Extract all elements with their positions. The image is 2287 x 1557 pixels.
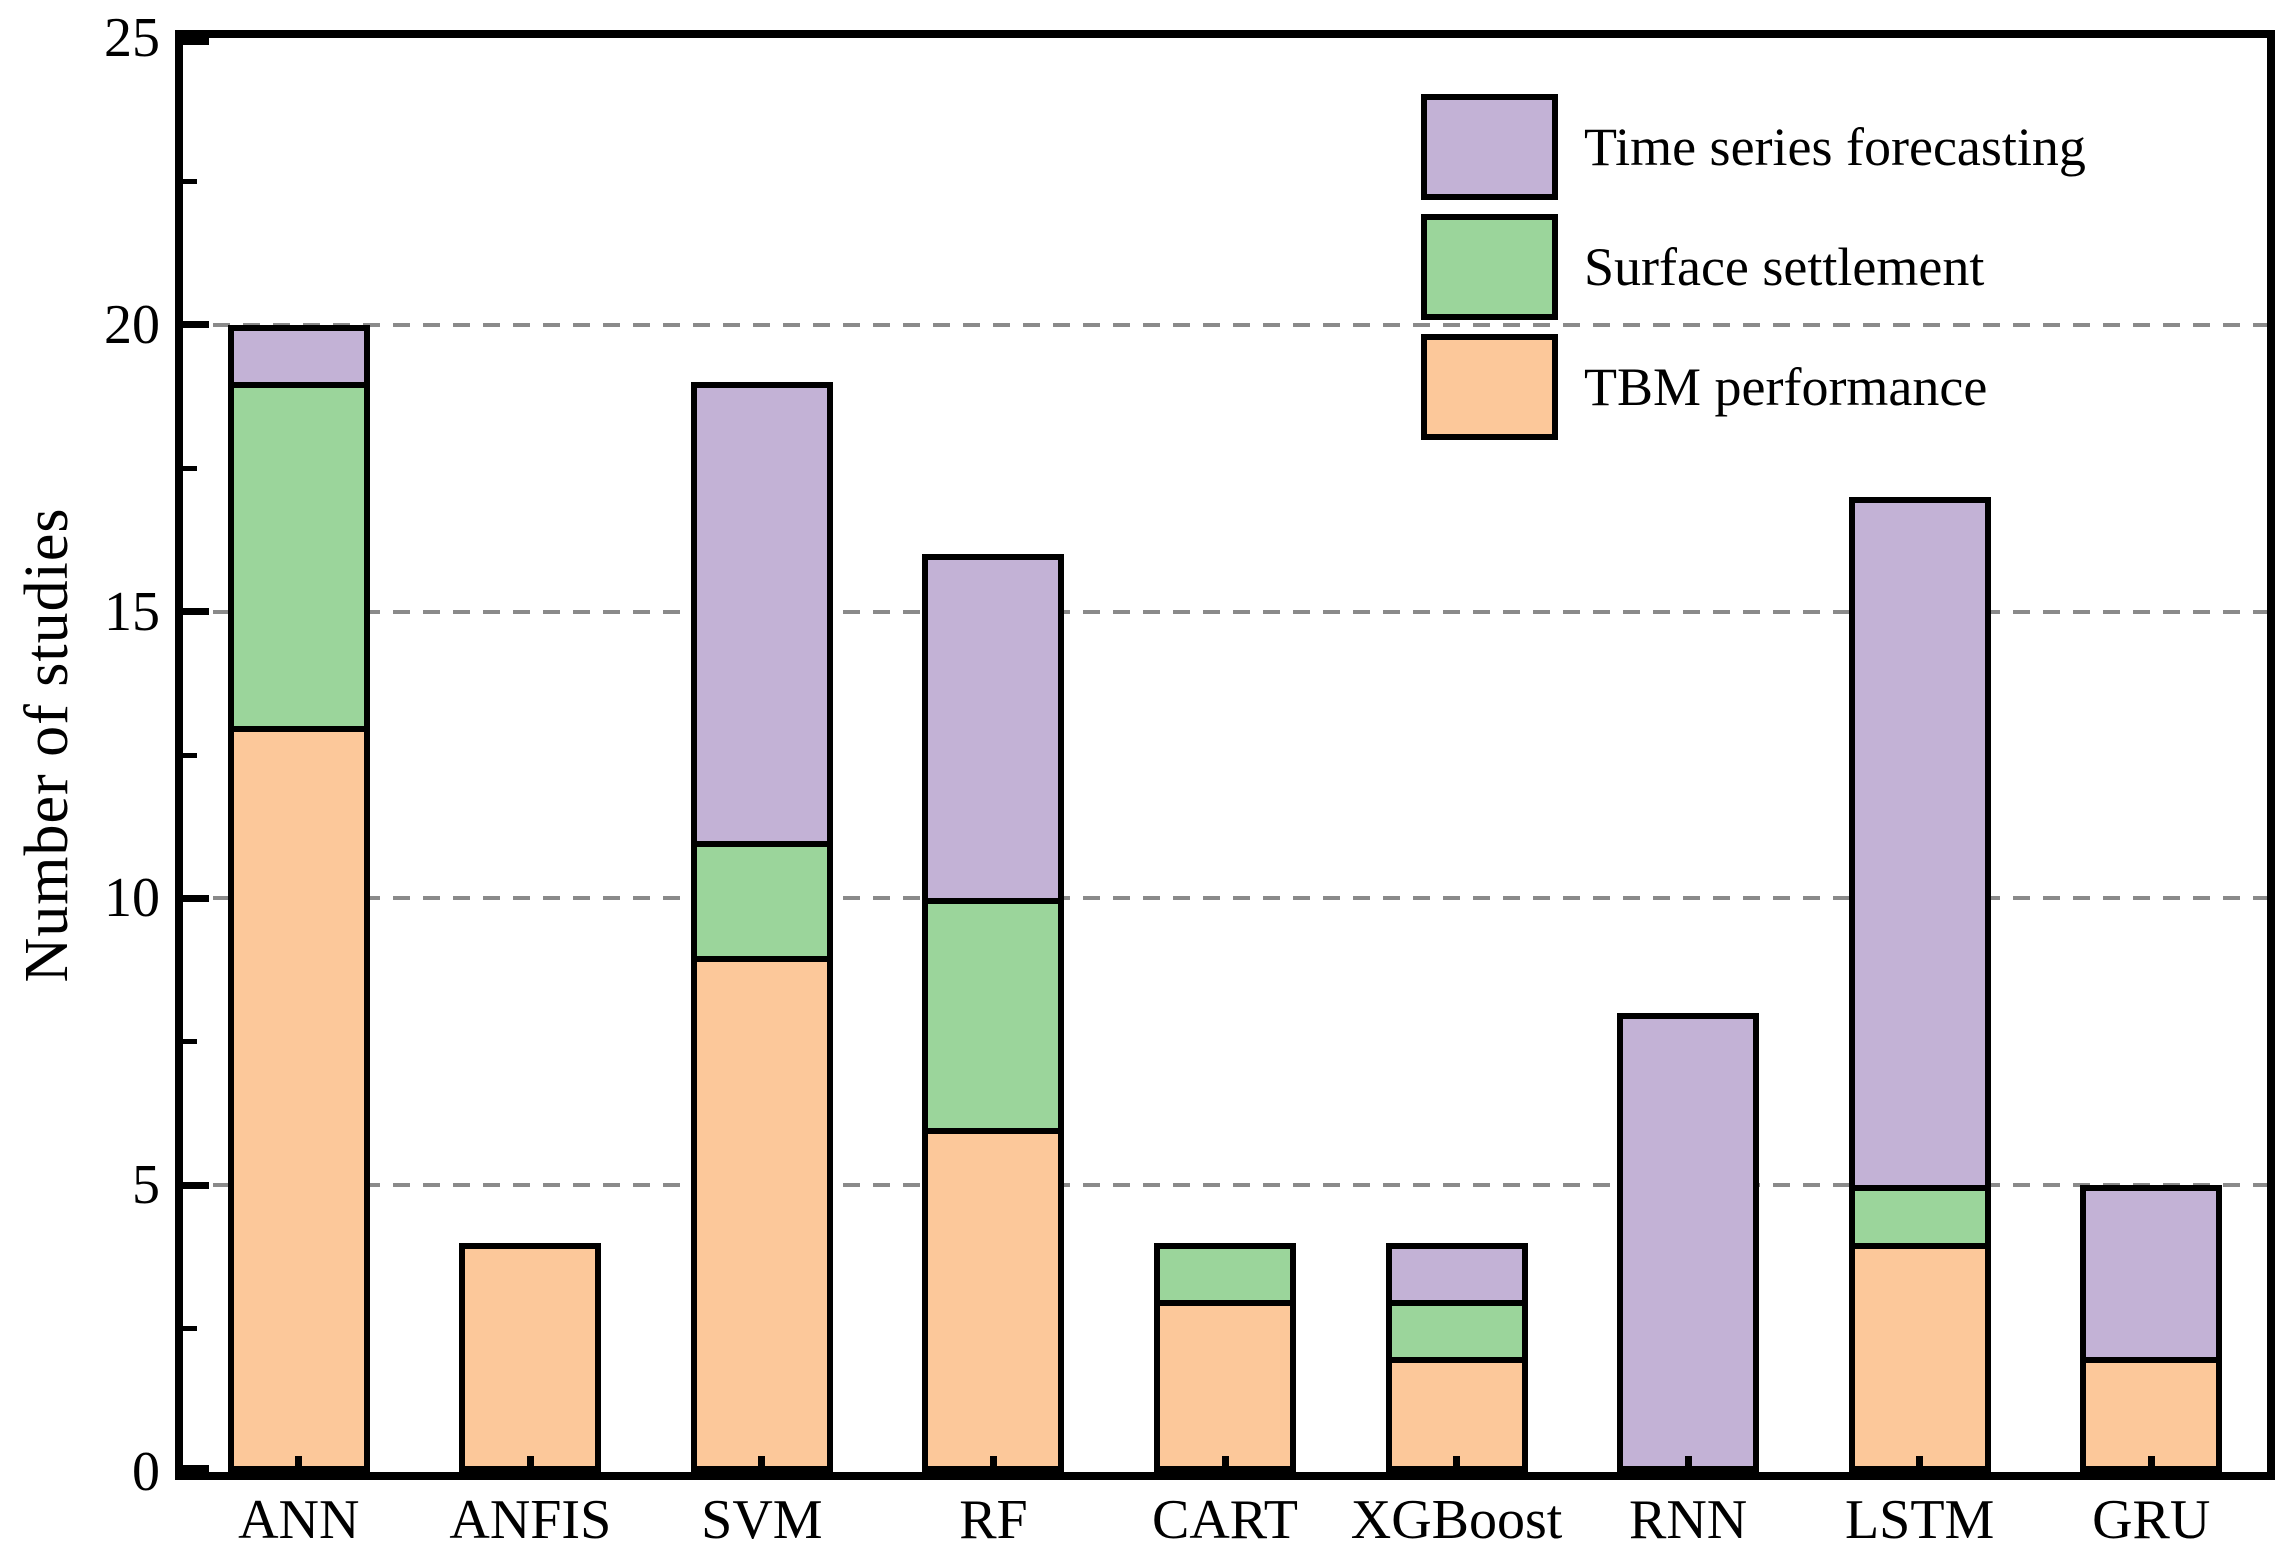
bar-segment-ANFIS-tbm-performance (459, 1242, 602, 1472)
x-tick-label-ANN: ANN (238, 1489, 360, 1551)
x-tick-label-LSTM: LSTM (1844, 1489, 1995, 1551)
legend-swatch-tbm-performance (1421, 334, 1558, 440)
y-tick-label-15: 15 (104, 580, 160, 643)
x-tick-LSTM (1916, 1456, 1924, 1472)
y-minor-tick-7.5 (183, 1039, 197, 1045)
legend-label-tbm-performance: TBM performance (1584, 357, 1988, 417)
bar-segment-LSTM-tbm-performance (1848, 1242, 1991, 1472)
legend-row-0: Time series forecasting (1421, 94, 2086, 200)
bar-segment-RF-time-series-forecasting (922, 554, 1065, 905)
legend-swatch-time-series-forecasting (1421, 94, 1558, 200)
bar-segment-LSTM-surface-settlement (1848, 1185, 1991, 1249)
x-tick-ANN (295, 1456, 303, 1472)
bar-segment-ANN-surface-settlement (227, 382, 370, 733)
x-tick-GRU (2147, 1456, 2155, 1472)
x-tick-label-ANFIS: ANFIS (449, 1489, 612, 1551)
legend-swatch-surface-settlement (1421, 214, 1558, 320)
legend-row-1: Surface settlement (1421, 214, 2086, 320)
y-minor-tick-22.5 (183, 178, 197, 184)
x-tick-CART (1221, 1456, 1229, 1472)
y-minor-tick-2.5 (183, 1326, 197, 1332)
legend-row-2: TBM performance (1421, 334, 2086, 440)
y-major-tick-25 (183, 38, 209, 45)
bar-segment-LSTM-time-series-forecasting (1848, 496, 1991, 1192)
y-major-tick-0 (183, 1465, 209, 1472)
gridline-y-10 (183, 896, 2267, 901)
y-major-tick-10 (183, 894, 209, 902)
bar-segment-XGBoost-surface-settlement (1385, 1299, 1528, 1364)
y-major-tick-15 (183, 608, 209, 616)
bar-segment-ANN-time-series-forecasting (227, 324, 370, 389)
x-tick-label-GRU: GRU (2092, 1489, 2211, 1551)
plot-frame (175, 30, 2275, 1480)
legend-label-surface-settlement: Surface settlement (1584, 237, 1985, 297)
x-tick-label-SVM: SVM (701, 1489, 823, 1551)
bar-segment-RNN-time-series-forecasting (1617, 1013, 1760, 1472)
bar-segment-SVM-time-series-forecasting (690, 382, 833, 848)
x-tick-RF (989, 1456, 997, 1472)
legend: Time series forecasting Surface settlemen… (1421, 94, 2086, 454)
x-tick-label-XGBoost: XGBoost (1350, 1489, 1563, 1551)
bar-segment-GRU-tbm-performance (2080, 1357, 2223, 1472)
y-tick-label-5: 5 (132, 1154, 160, 1217)
bar-segment-GRU-time-series-forecasting (2080, 1185, 2223, 1364)
plot-area (183, 38, 2267, 1472)
bar-segment-ANN-tbm-performance (227, 726, 370, 1472)
bar-segment-SVM-surface-settlement (690, 841, 833, 962)
bar-segment-RF-tbm-performance (922, 1127, 1065, 1472)
x-tick-ANFIS (526, 1456, 534, 1472)
gridline-y-15 (183, 609, 2267, 614)
bar-segment-CART-surface-settlement (1154, 1242, 1296, 1306)
bar-segment-CART-tbm-performance (1154, 1299, 1296, 1472)
x-tick-label-RNN: RNN (1628, 1489, 1748, 1551)
x-tick-label-RF: RF (959, 1489, 1028, 1551)
y-tick-label-0: 0 (132, 1441, 160, 1503)
y-tick-label-20: 20 (104, 293, 160, 356)
x-tick-label-CART: CART (1152, 1489, 1298, 1551)
bar-segment-RF-surface-settlement (922, 898, 1065, 1134)
gridline-y-5 (183, 1183, 2267, 1188)
y-tick-label-25: 25 (104, 7, 160, 69)
bar-segment-XGBoost-time-series-forecasting (1385, 1242, 1528, 1306)
y-major-tick-20 (183, 321, 209, 329)
y-minor-tick-17.5 (183, 465, 197, 471)
legend-label-time-series-forecasting: Time series forecasting (1584, 117, 2086, 177)
y-tick-label-10: 10 (104, 867, 160, 930)
bar-segment-SVM-tbm-performance (690, 955, 833, 1472)
y-minor-tick-12.5 (183, 752, 197, 758)
x-tick-XGBoost (1453, 1456, 1461, 1472)
y-major-tick-5 (183, 1181, 209, 1189)
bar-segment-XGBoost-tbm-performance (1385, 1357, 1528, 1472)
x-tick-SVM (758, 1456, 766, 1472)
gridline-y-20 (183, 322, 2267, 327)
x-tick-RNN (1684, 1456, 1692, 1472)
